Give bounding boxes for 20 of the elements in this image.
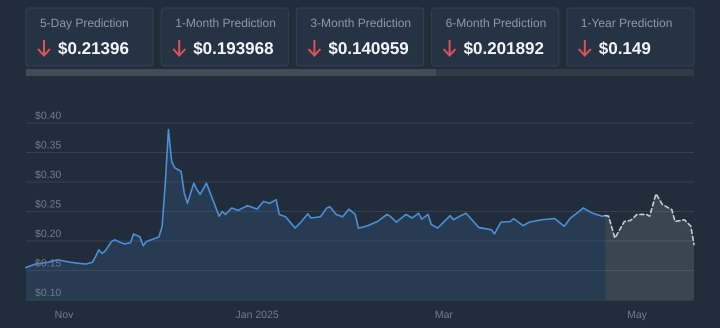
category-label: 6-Month Prediction xyxy=(446,16,546,30)
y-tick-label: $0.10 xyxy=(35,287,62,299)
text: $0.201892 xyxy=(464,39,544,58)
x-tick-label: Mar xyxy=(434,309,454,321)
text: $0.149 xyxy=(598,39,651,58)
text: $0.193968 xyxy=(193,39,274,58)
y-tick-label: $0.25 xyxy=(35,198,62,210)
category-label: 1-Month Prediction xyxy=(175,16,276,30)
text: $0.140959 xyxy=(328,39,409,58)
x-tick-label: Nov xyxy=(54,309,74,321)
x-tick-label: May xyxy=(627,309,648,321)
category-label: 3-Month Prediction xyxy=(310,16,412,30)
y-tick-label: $0.40 xyxy=(35,110,62,122)
category-label: 5-Day Prediction xyxy=(40,16,129,30)
y-tick-label: $0.20 xyxy=(35,228,62,240)
category-label: 1-Year Prediction xyxy=(580,16,672,30)
y-tick-label: $0.30 xyxy=(35,169,62,181)
text: $0.21396 xyxy=(58,39,129,58)
y-tick-label: $0.35 xyxy=(35,140,62,152)
x-tick-label: Jan 2025 xyxy=(236,309,279,321)
